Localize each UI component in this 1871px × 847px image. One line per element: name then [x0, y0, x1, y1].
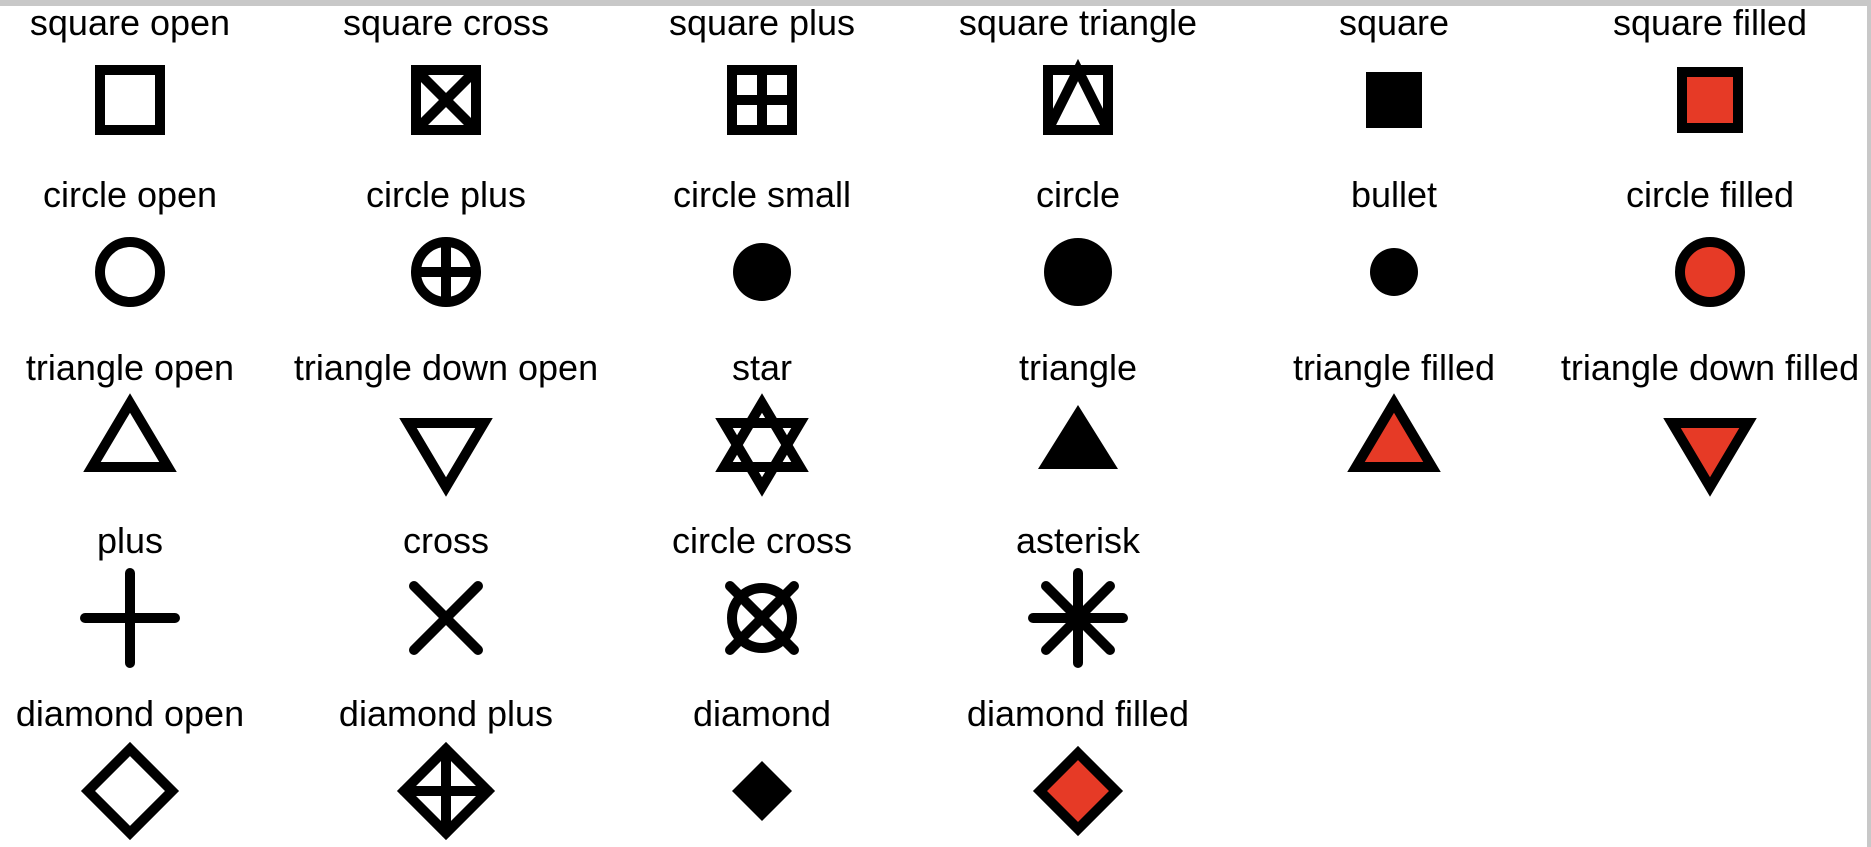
shape-cell-circle-filled: circle filled: [1552, 174, 1868, 346]
shape-cell-square: square: [1236, 2, 1552, 174]
shape-cell-circle-plus: circle plus: [288, 174, 604, 346]
bullet-icon: [1370, 248, 1418, 296]
shape-cell-plus: plus: [0, 520, 288, 692]
plus-icon: [80, 568, 180, 668]
square-filled-icon: [1677, 67, 1743, 133]
shape-cell-diamond: diamond: [604, 693, 920, 847]
shape-label: diamond open: [15, 693, 245, 734]
shape-label: bullet: [1350, 174, 1438, 215]
diamond-filled-icon: [1032, 745, 1124, 837]
cross-icon: [409, 581, 483, 655]
square-plus-icon: [727, 65, 797, 135]
shape-label: triangle open: [25, 347, 235, 388]
shape-label: square open: [29, 2, 231, 43]
circle-plus-icon: [411, 237, 481, 307]
shape-label: circle open: [42, 174, 218, 215]
shape-label: square: [1338, 2, 1450, 43]
shape-cell-asterisk: asterisk: [920, 520, 1236, 692]
shape-cell-square-plus: square plus: [604, 2, 920, 174]
shape-label: circle plus: [365, 174, 527, 215]
shape-cell-square-open: square open: [0, 2, 288, 174]
shape-label: square plus: [668, 2, 856, 43]
shape-cell-triangle: triangle: [920, 347, 1236, 519]
shape-cell-diamond-filled: diamond filled: [920, 693, 1236, 847]
shape-label: diamond plus: [338, 693, 554, 734]
triangle-down-open-icon: [399, 418, 493, 497]
triangle-down-filled-icon: [1663, 418, 1757, 497]
shape-label: triangle: [1018, 347, 1138, 388]
shape-cell-triangle-filled: triangle filled: [1236, 347, 1552, 519]
shape-cell-cross: cross: [288, 520, 604, 692]
shape-cell-star: star: [604, 347, 920, 519]
circle-cross-icon: [725, 581, 799, 655]
shape-label: diamond: [692, 693, 832, 734]
shape-cell-circle: circle: [920, 174, 1236, 346]
asterisk-icon: [1028, 568, 1128, 668]
triangle-open-icon: [83, 393, 177, 472]
circle-filled-icon: [1675, 237, 1745, 307]
shape-label: asterisk: [1015, 520, 1141, 561]
triangle-filled-icon: [1347, 393, 1441, 472]
right-border: [1867, 0, 1871, 847]
circle-open-icon: [95, 237, 165, 307]
star-icon: [715, 393, 809, 497]
shape-label: circle filled: [1625, 174, 1795, 215]
shape-cell-square-triangle: square triangle: [920, 2, 1236, 174]
shape-cell-diamond-open: diamond open: [0, 693, 288, 847]
top-border: [0, 0, 1871, 6]
shape-label: triangle down open: [293, 347, 599, 388]
shape-label: square triangle: [958, 2, 1198, 43]
shape-label: star: [731, 347, 792, 388]
shape-cell-circle-open: circle open: [0, 174, 288, 346]
square-open-icon: [95, 65, 165, 135]
shape-cell-triangle-down-open: triangle down open: [288, 347, 604, 519]
shape-cell-square-filled: square filled: [1552, 2, 1868, 174]
shape-label: triangle down filled: [1560, 347, 1860, 388]
square-triangle-icon: [1043, 58, 1113, 135]
shape-label: circle cross: [671, 520, 853, 561]
shape-cell-triangle-down-filled: triangle down filled: [1552, 347, 1868, 519]
shape-cell-bullet: bullet: [1236, 174, 1552, 346]
shape-label: cross: [402, 520, 489, 561]
shape-label: diamond filled: [966, 693, 1190, 734]
diamond-plus-icon: [396, 741, 496, 841]
square-icon: [1366, 72, 1422, 128]
shape-label: circle small: [672, 174, 851, 215]
shape-cell-triangle-open: triangle open: [0, 347, 288, 519]
diamond-open-icon: [80, 741, 180, 841]
shape-label: square filled: [1612, 2, 1808, 43]
circle-icon: [1044, 238, 1112, 306]
diamond-icon: [732, 761, 792, 821]
triangle-icon: [1038, 405, 1118, 469]
shape-label: plus: [96, 520, 164, 561]
shape-label: circle: [1035, 174, 1120, 215]
square-cross-icon: [411, 65, 481, 135]
shape-label: triangle filled: [1292, 347, 1496, 388]
shape-cell-circle-small: circle small: [604, 174, 920, 346]
shape-cell-circle-cross: circle cross: [604, 520, 920, 692]
circle-small-icon: [733, 243, 791, 301]
shape-cell-diamond-plus: diamond plus: [288, 693, 604, 847]
shape-label: square cross: [342, 2, 550, 43]
shape-cell-square-cross: square cross: [288, 2, 604, 174]
